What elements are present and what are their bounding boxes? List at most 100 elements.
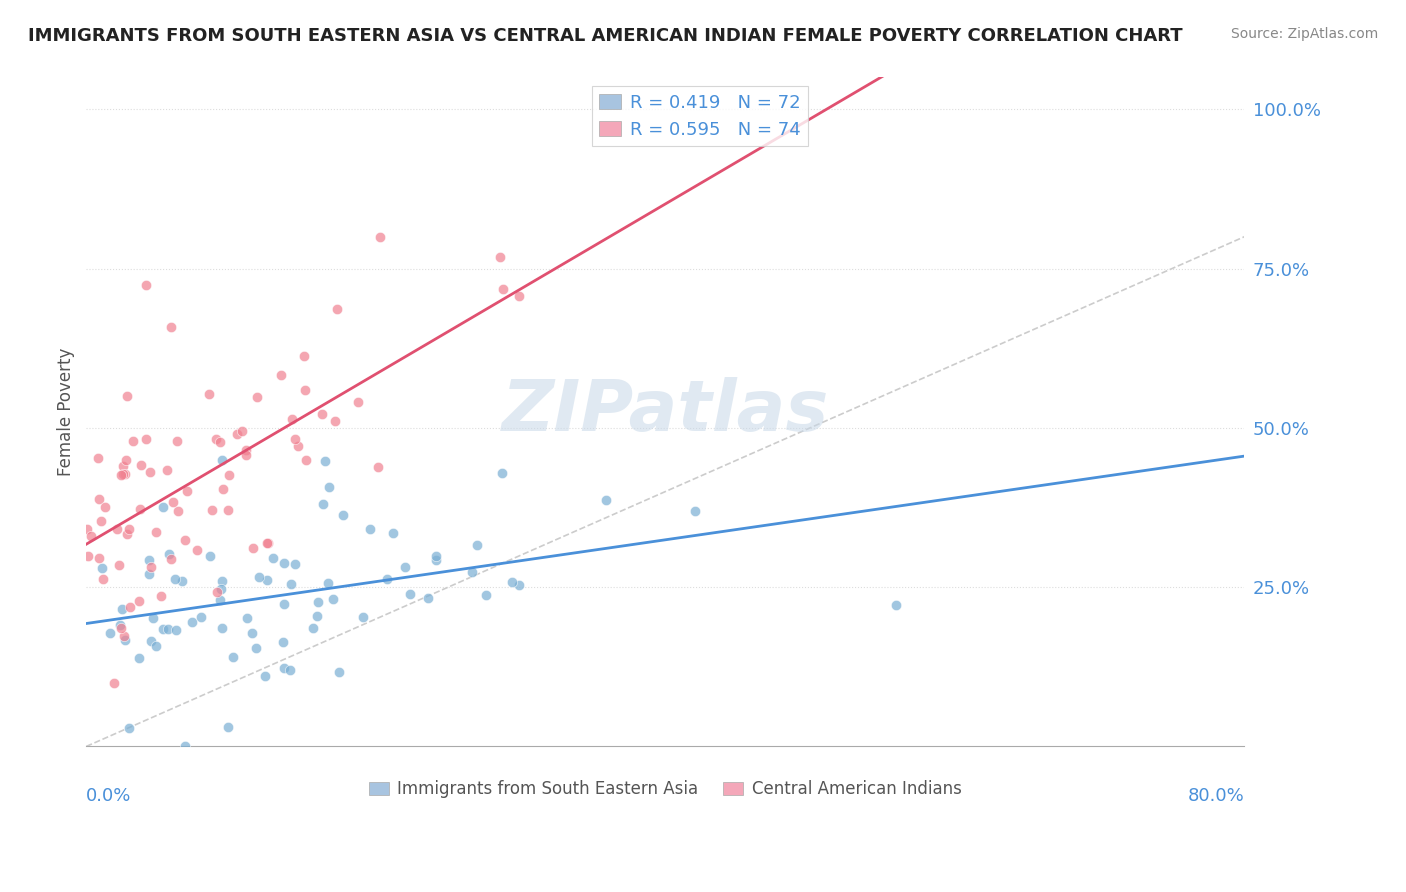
Point [295, 452, 318, 467]
Point [305, 609, 328, 624]
Point [287, 439, 309, 453]
Point [382, 525, 405, 540]
Point [262, 551, 284, 566]
Point [332, 508, 354, 523]
Point [211, 574, 233, 589]
Point [166, 434, 188, 448]
Point [235, 442, 257, 457]
Point [256, 536, 278, 550]
Point [142, 611, 165, 625]
Point [273, 557, 295, 571]
Point [145, 524, 167, 539]
Point [328, 665, 350, 679]
Point [129, 501, 152, 516]
Point [347, 395, 370, 409]
Point [322, 592, 344, 607]
Point [176, 484, 198, 499]
Point [115, 453, 138, 467]
Point [162, 495, 184, 509]
Point [110, 621, 132, 635]
Point [157, 547, 180, 561]
Point [425, 549, 447, 563]
Point [284, 432, 307, 446]
Point [256, 573, 278, 587]
Point [302, 621, 325, 635]
Point [475, 588, 498, 602]
Point [273, 635, 295, 649]
Point [129, 458, 152, 472]
Point [145, 640, 167, 654]
Point [118, 523, 141, 537]
Point [205, 584, 228, 599]
Point [280, 663, 302, 677]
Point [217, 720, 239, 734]
Point [399, 587, 422, 601]
Point [152, 622, 174, 636]
Point [247, 570, 270, 584]
Point [98, 626, 121, 640]
Point [236, 611, 259, 625]
Point [163, 572, 186, 586]
Point [170, 574, 193, 588]
Point [160, 320, 183, 334]
Point [117, 526, 139, 541]
Point [235, 449, 257, 463]
Point [114, 467, 136, 481]
Point [112, 629, 135, 643]
Point [121, 434, 143, 449]
Point [103, 675, 125, 690]
Y-axis label: Female Poverty: Female Poverty [58, 348, 75, 476]
Point [160, 552, 183, 566]
Point [205, 432, 228, 446]
Point [208, 593, 231, 607]
Point [201, 502, 224, 516]
Point [273, 661, 295, 675]
Point [76, 522, 98, 536]
Text: ZIPatlas: ZIPatlas [502, 377, 830, 446]
Point [217, 503, 239, 517]
Point [186, 542, 208, 557]
Point [87, 491, 110, 506]
Point [139, 465, 162, 479]
Point [311, 407, 333, 421]
Point [508, 577, 530, 591]
Point [165, 623, 187, 637]
Point [307, 595, 329, 609]
Point [190, 609, 212, 624]
Point [212, 482, 235, 496]
Point [323, 414, 346, 428]
Point [318, 480, 340, 494]
Point [225, 427, 247, 442]
Point [222, 650, 245, 665]
Point [128, 594, 150, 608]
Point [492, 282, 515, 296]
Point [425, 553, 447, 567]
Point [118, 722, 141, 736]
Point [595, 492, 617, 507]
Point [394, 559, 416, 574]
Point [280, 577, 302, 591]
Point [488, 250, 510, 264]
Point [90, 561, 112, 575]
Point [91, 572, 114, 586]
Point [174, 739, 197, 754]
Text: 80.0%: 80.0% [1188, 787, 1244, 805]
Point [211, 621, 233, 635]
Point [218, 467, 240, 482]
Point [508, 289, 530, 303]
Point [114, 633, 136, 648]
Point [884, 598, 907, 612]
Text: Source: ZipAtlas.com: Source: ZipAtlas.com [1230, 27, 1378, 41]
Point [231, 425, 253, 439]
Point [166, 504, 188, 518]
Point [314, 454, 336, 468]
Point [157, 623, 180, 637]
Point [149, 589, 172, 603]
Point [198, 549, 221, 563]
Text: 0.0%: 0.0% [86, 787, 132, 805]
Point [152, 500, 174, 514]
Point [209, 582, 232, 597]
Point [181, 615, 204, 629]
Point [284, 558, 307, 572]
Point [254, 669, 277, 683]
